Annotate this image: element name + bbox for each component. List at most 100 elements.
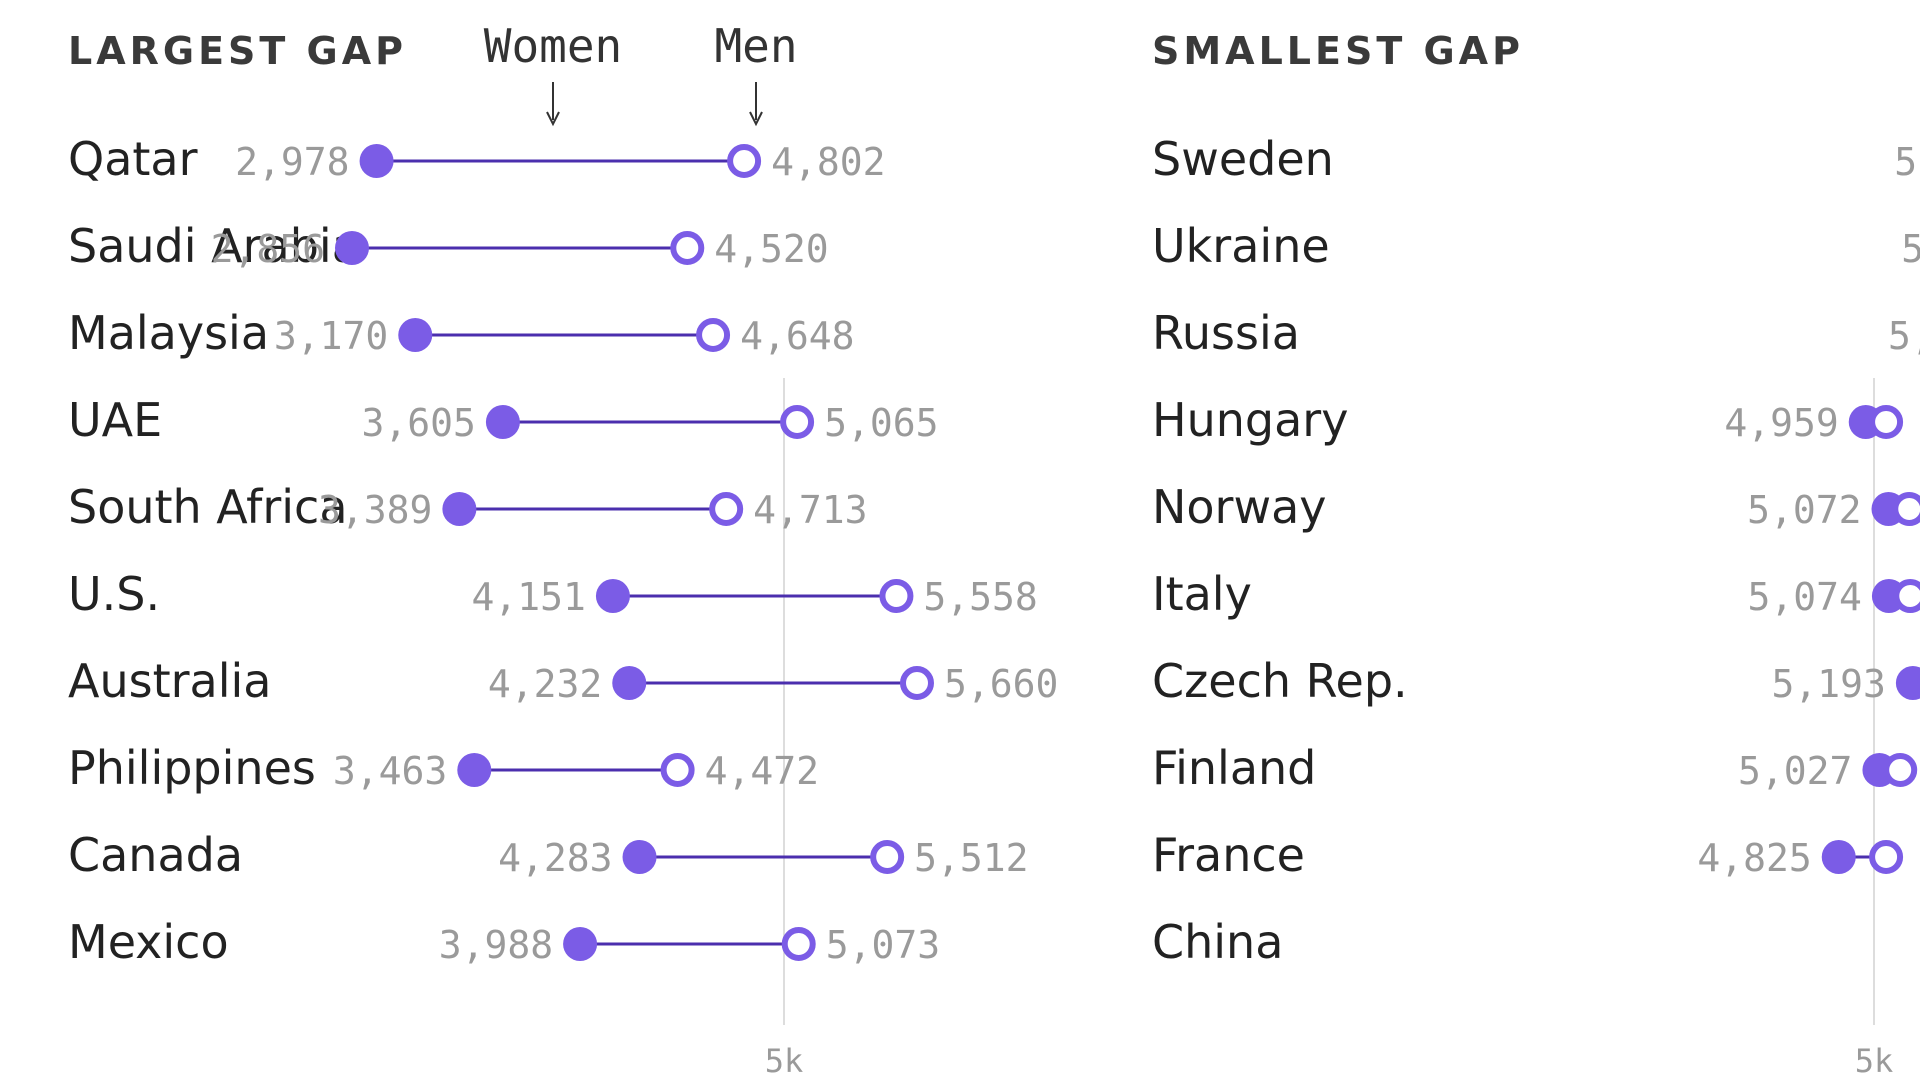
men-dot (709, 492, 744, 526)
women-value-label: 3,389 (318, 488, 432, 532)
men-value-label: 4,713 (753, 488, 867, 532)
row-australia: Australia 4,232 5,660 (68, 654, 1058, 708)
country-label: Australia (68, 654, 271, 708)
row-hungary: Hungary 4,959 (1152, 393, 1904, 447)
row-finland: Finland 5,027 (1152, 741, 1918, 795)
country-label: Philippines (68, 741, 316, 795)
country-label: Italy (1152, 567, 1252, 621)
country-label: Saudi Arabia (68, 219, 360, 273)
country-label: Finland (1152, 741, 1316, 795)
women-value-label: 4,959 (1724, 401, 1838, 445)
row-mexico: Mexico 3,988 5,073 (68, 915, 940, 969)
men-value-label: 4,520 (714, 227, 828, 271)
chart-title-smallest-gap: SMALLEST GAP (1152, 29, 1524, 73)
women-dot (595, 579, 630, 613)
country-label: Czech Rep. (1152, 654, 1408, 708)
women-dot (442, 492, 477, 526)
women-dot (485, 405, 520, 439)
country-label: Ukraine (1152, 219, 1330, 273)
men-dot (879, 579, 914, 613)
women-value-label: 4,283 (498, 836, 612, 880)
legend-women: Women (484, 19, 622, 73)
men-value-label: 5,558 (923, 575, 1037, 619)
x-tick-label: 5k (765, 1042, 804, 1080)
legend-men: Men (714, 19, 797, 73)
women-value-label: 5,837 (1901, 227, 1920, 271)
women-dot (334, 231, 369, 265)
men-dot (1893, 579, 1920, 613)
legend-arrowhead-men (749, 111, 763, 127)
men-dot (899, 666, 934, 700)
row-sweden: Sweden 5,802 (1152, 132, 1920, 186)
legend-arrowhead-women (546, 111, 560, 127)
men-value-label: 5,065 (824, 401, 938, 445)
men-dot (781, 927, 816, 961)
country-label: Sweden (1152, 132, 1334, 186)
men-dot (780, 405, 815, 439)
country-label: Qatar (68, 132, 198, 186)
row-u-s: U.S. 4,151 5,558 (68, 567, 1038, 621)
country-label: Mexico (68, 915, 229, 969)
women-value-label: 5,802 (1894, 140, 1920, 184)
women-value-label: 4,151 (472, 575, 586, 619)
women-value-label: 5,074 (1748, 575, 1862, 619)
women-value-label: 5,771 (1888, 314, 1920, 358)
women-value-label: 5,193 (1771, 662, 1885, 706)
men-dot (870, 840, 905, 874)
row-ukraine: Ukraine 5,837 (1152, 219, 1920, 273)
country-label: Norway (1152, 480, 1327, 534)
men-dot (1869, 405, 1904, 439)
women-value-label: 2,856 (211, 227, 325, 271)
country-label: Malaysia (68, 306, 269, 360)
row-italy: Italy 5,074 (1152, 567, 1920, 621)
chart-title-largest-gap: LARGEST GAP (68, 29, 407, 73)
row-philippines: Philippines 3,463 4,472 (68, 741, 819, 795)
men-dot (1892, 492, 1920, 526)
country-label: Russia (1152, 306, 1300, 360)
women-dot (563, 927, 598, 961)
country-label: France (1152, 828, 1305, 882)
country-label: South Africa (68, 480, 348, 534)
country-label: China (1152, 915, 1283, 969)
women-dot (457, 753, 492, 787)
men-dot (727, 144, 762, 178)
row-russia: Russia 5,771 (1152, 306, 1920, 360)
men-dot (1883, 753, 1918, 787)
women-value-label: 2,978 (235, 140, 349, 184)
women-dot (1821, 840, 1856, 874)
men-value-label: 5,660 (944, 662, 1058, 706)
row-canada: Canada 4,283 5,512 (68, 828, 1029, 882)
row-uae: UAE 3,605 5,065 (68, 393, 938, 447)
men-value-label: 5,073 (826, 923, 940, 967)
row-france: France 4,825 (1152, 828, 1904, 882)
women-dot (359, 144, 394, 178)
row-norway: Norway 5,072 (1152, 480, 1920, 534)
country-label: Canada (68, 828, 243, 882)
women-dot (622, 840, 657, 874)
women-value-label: 3,605 (362, 401, 476, 445)
men-value-label: 4,472 (705, 749, 819, 793)
country-label: U.S. (68, 567, 160, 621)
x-tick-label: 5k (1855, 1042, 1894, 1080)
men-dot (1869, 840, 1904, 874)
women-value-label: 5,027 (1738, 749, 1852, 793)
women-value-label: 3,170 (274, 314, 388, 358)
row-qatar: Qatar 2,978 4,802 (68, 132, 885, 186)
legend-arrows (546, 82, 763, 127)
men-dot (660, 753, 695, 787)
men-dot (670, 231, 705, 265)
men-value-label: 4,648 (740, 314, 854, 358)
row-czech-rep: Czech Rep. 5,193 (1152, 654, 1920, 708)
women-dot (398, 318, 433, 352)
women-value-label: 4,825 (1697, 836, 1811, 880)
women-dot (1895, 666, 1920, 700)
country-label: UAE (68, 393, 162, 447)
men-value-label: 5,512 (914, 836, 1028, 880)
smallest-gap-panel: 5k Sweden 5,802 Ukraine 5,837 Russia 5,771 Hung… (1152, 132, 1920, 1080)
women-value-label: 3,988 (439, 923, 553, 967)
row-china: China6,009 (1152, 915, 1283, 969)
men-dot (696, 318, 731, 352)
